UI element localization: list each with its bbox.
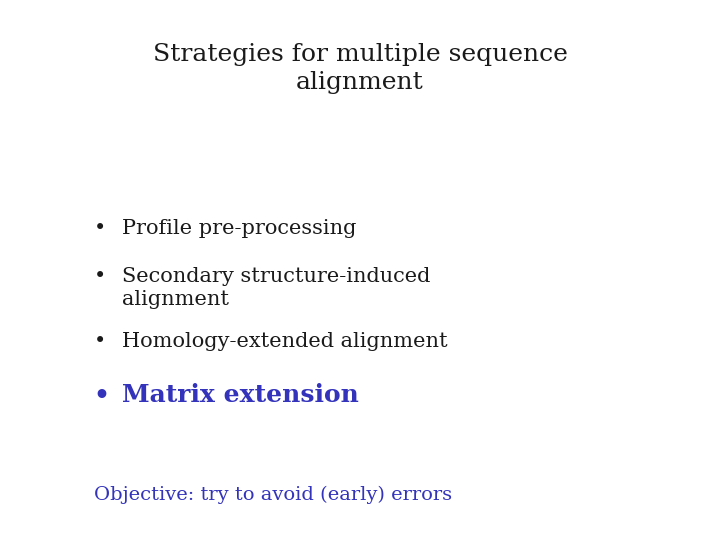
Text: •: •: [94, 332, 106, 351]
Text: Matrix extension: Matrix extension: [122, 383, 359, 407]
Text: Profile pre-processing: Profile pre-processing: [122, 219, 357, 238]
Text: •: •: [94, 267, 106, 286]
Text: •: •: [94, 383, 109, 407]
Text: Homology-extended alignment: Homology-extended alignment: [122, 332, 448, 351]
Text: Strategies for multiple sequence
alignment: Strategies for multiple sequence alignme…: [153, 43, 567, 94]
Text: Objective: try to avoid (early) errors: Objective: try to avoid (early) errors: [94, 486, 451, 504]
Text: Secondary structure-induced
alignment: Secondary structure-induced alignment: [122, 267, 431, 309]
Text: •: •: [94, 219, 106, 238]
